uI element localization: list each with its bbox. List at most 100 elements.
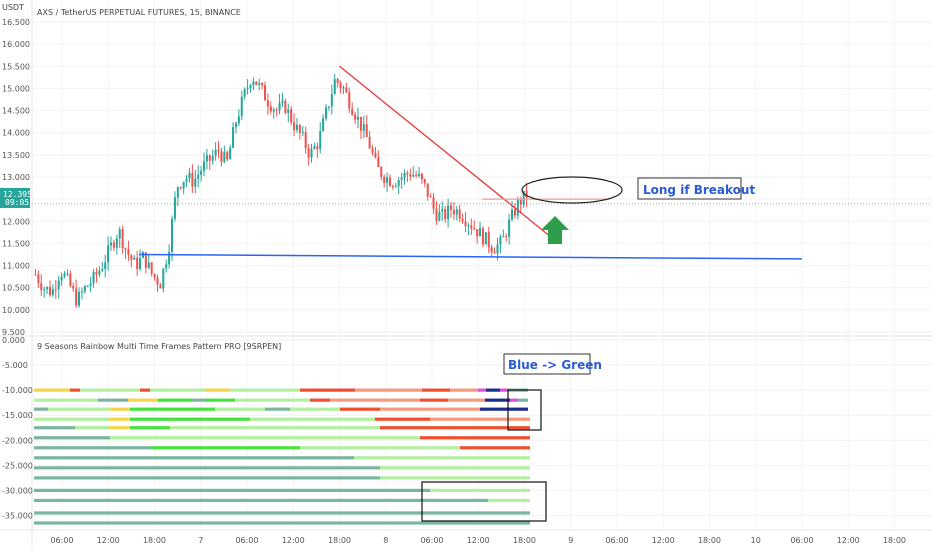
candle-body: [319, 131, 322, 149]
indicator-bar-segment: [150, 388, 205, 392]
indicator-bar-segment: [422, 388, 450, 392]
candle-body: [127, 249, 130, 256]
candle-body: [330, 94, 333, 107]
candle-body: [217, 149, 220, 152]
candle-body: [182, 181, 185, 189]
time-tick-label: 18:00: [513, 536, 536, 545]
candle-body: [418, 173, 421, 176]
indicator-bar-segment: [460, 446, 530, 450]
price-tick-label: 12.000: [2, 217, 30, 226]
candle-body: [197, 174, 200, 179]
candle-body: [255, 81, 258, 85]
candle-body: [386, 177, 389, 183]
current-price-value: 12.395: [3, 190, 32, 199]
candle-body: [415, 174, 418, 176]
candle-body: [487, 232, 490, 248]
indicator-bar-segment: [205, 398, 235, 402]
indicator-bar-segment: [430, 417, 530, 421]
indicator-tick-label: -30.000: [2, 486, 33, 495]
candle-body: [371, 148, 374, 153]
indicator-bar-segment: [34, 488, 430, 492]
candle-body: [461, 218, 464, 222]
candle-body: [168, 251, 171, 265]
time-tick-label: 06:00: [50, 536, 73, 545]
indicator-bar-segment: [380, 407, 480, 411]
price-unit-label: USDT: [2, 3, 24, 12]
indicator-bar-segment: [355, 388, 422, 392]
candle-body: [455, 209, 458, 215]
candle-body: [391, 185, 394, 187]
candle-body: [208, 155, 211, 161]
candle-body: [200, 170, 203, 175]
indicator-bar-segment: [34, 456, 354, 460]
symbol-title: AXS / TetherUS PERPETUAL FUTURES, 15, BI…: [37, 8, 241, 17]
candle-body: [359, 116, 362, 131]
candle-body: [281, 100, 284, 104]
candle-body: [435, 208, 438, 221]
indicator-tick-label: -25.000: [2, 461, 33, 470]
candle-body: [295, 124, 298, 131]
candle-body: [243, 89, 246, 97]
time-tick-label: 12:00: [97, 536, 120, 545]
indicator-bar-segment: [488, 498, 530, 503]
candle-body: [191, 172, 194, 187]
candle-body: [490, 247, 493, 253]
candle-body: [46, 287, 49, 290]
candle-body: [287, 109, 290, 113]
candle-body: [173, 197, 176, 219]
indicator-bar-segment: [70, 388, 80, 392]
candle-body: [83, 286, 86, 292]
indicator-tick-label: -5.000: [2, 361, 28, 370]
indicator-bar-segment: [34, 417, 110, 421]
candle-body: [284, 100, 287, 113]
candle-body: [159, 284, 162, 289]
candle-body: [57, 280, 60, 290]
candle-body: [75, 288, 78, 306]
indicator-bar-segment: [354, 456, 530, 460]
candle-body: [310, 148, 313, 158]
indicator-bar-segment: [420, 436, 530, 440]
indicator-bar-segment: [510, 398, 518, 402]
candle-body: [223, 152, 226, 162]
candle-body: [464, 221, 467, 227]
candle-body: [139, 258, 142, 269]
time-tick-label: 18:00: [328, 536, 351, 545]
candle-body: [121, 229, 124, 249]
candle-body: [481, 228, 484, 245]
candle-body: [109, 242, 113, 246]
indicator-tick-label: -15.000: [2, 411, 33, 420]
candle-body: [400, 177, 403, 180]
indicator-tick-label: 0.000: [2, 336, 25, 345]
time-tick-label: 8: [383, 536, 388, 545]
x-axis-ticks: 06:00 12:00 18:00 7 06:00 12:00 18:00 8 06:00 12:…: [50, 536, 906, 545]
indicator-bar-segment: [375, 417, 430, 421]
candle-body: [252, 81, 255, 86]
indicator-bar-segment: [192, 398, 205, 402]
indicator-bar-segment: [448, 398, 485, 402]
candle-body: [304, 132, 307, 148]
price-tick-label: 11.000: [2, 262, 30, 271]
candle-body: [104, 262, 107, 270]
candle-body: [202, 161, 206, 171]
price-tick-label: 9.500: [2, 328, 25, 337]
candle-body: [348, 92, 351, 109]
candle-body: [80, 291, 83, 293]
candle-body: [124, 248, 127, 250]
candle-body: [519, 199, 522, 205]
candle-body: [374, 152, 377, 158]
indicator-bar-segment: [34, 498, 488, 503]
candle-body: [258, 83, 261, 85]
candle-body: [444, 209, 447, 220]
price-tick-label: 13.500: [2, 151, 30, 160]
candle-body: [505, 236, 508, 238]
up-arrow-icon: [541, 216, 569, 244]
candle-body: [37, 274, 40, 284]
indicator-bar-segment: [34, 511, 530, 515]
candle-body: [362, 124, 365, 131]
indicator-bar-segment: [34, 398, 98, 402]
candle-body: [220, 151, 223, 162]
indicator-bar-segment: [340, 407, 380, 411]
candle-body: [354, 114, 357, 120]
candle-body: [342, 87, 345, 89]
indicator-bar-segment: [486, 388, 500, 392]
